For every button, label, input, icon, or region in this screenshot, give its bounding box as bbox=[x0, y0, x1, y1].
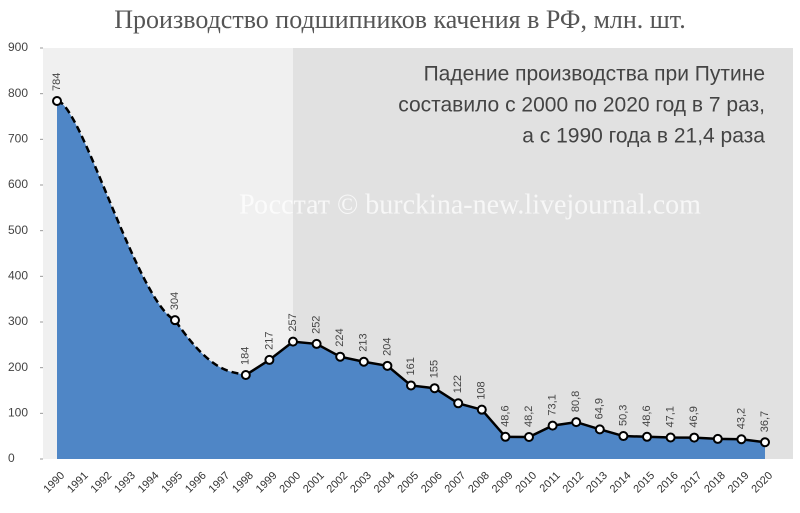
y-tick-label: 200 bbox=[8, 360, 28, 374]
data-label: 43,2 bbox=[735, 408, 747, 429]
data-label: 304 bbox=[169, 292, 181, 310]
marker bbox=[288, 336, 298, 347]
x-tick-label: 2009 bbox=[490, 470, 516, 496]
x-tick-label: 2012 bbox=[561, 470, 587, 496]
x-tick-label: 2010 bbox=[513, 470, 539, 496]
x-tick-label: 2005 bbox=[395, 470, 421, 496]
data-label: 252 bbox=[311, 316, 323, 334]
data-label: 50,3 bbox=[617, 405, 629, 426]
chart-title: Производство подшипников качения в РФ, м… bbox=[114, 5, 685, 34]
marker bbox=[665, 432, 676, 443]
x-tick-label: 2003 bbox=[348, 470, 374, 496]
x-tick-label: 1994 bbox=[136, 470, 162, 496]
marker bbox=[712, 433, 723, 444]
data-label: 161 bbox=[405, 357, 417, 375]
y-tick-label: 0 bbox=[8, 451, 15, 465]
marker bbox=[453, 398, 464, 409]
x-tick-label: 1999 bbox=[254, 470, 280, 496]
x-tick-label: 2006 bbox=[419, 470, 445, 496]
x-tick-label: 2008 bbox=[466, 470, 492, 496]
annotation: составило с 2000 по 2020 год в 7 раз, bbox=[398, 94, 765, 117]
marker bbox=[689, 432, 700, 443]
x-tick-label: 2016 bbox=[655, 470, 681, 496]
marker bbox=[311, 338, 322, 349]
y-tick-label: 700 bbox=[8, 132, 28, 146]
x-tick-label: 2017 bbox=[679, 470, 705, 496]
data-label: 80,8 bbox=[570, 391, 582, 412]
x-tick-label: 2011 bbox=[538, 470, 563, 495]
marker bbox=[240, 369, 251, 380]
marker bbox=[406, 380, 416, 391]
x-tick-label: 1990 bbox=[41, 470, 67, 496]
data-label: 48,2 bbox=[523, 406, 535, 427]
data-label: 64,9 bbox=[594, 398, 606, 419]
marker bbox=[736, 434, 747, 445]
marker bbox=[760, 437, 770, 448]
data-label: 47,1 bbox=[665, 406, 677, 427]
y-tick-label: 800 bbox=[8, 86, 28, 100]
dashed-line bbox=[56, 99, 247, 377]
data-label: 122 bbox=[452, 375, 464, 393]
x-tick-label: 2019 bbox=[726, 470, 752, 496]
marker bbox=[335, 351, 346, 362]
marker bbox=[358, 356, 369, 367]
data-label: 36,7 bbox=[759, 411, 771, 432]
marker bbox=[382, 360, 393, 371]
data-label: 48,6 bbox=[641, 405, 653, 426]
x-tick-label: 2001 bbox=[301, 470, 327, 496]
x-tick-label: 2004 bbox=[372, 470, 398, 496]
x-tick-label: 1995 bbox=[159, 470, 185, 496]
x-tick-label: 1997 bbox=[207, 470, 233, 496]
y-tick-label: 600 bbox=[8, 177, 28, 191]
data-label: 204 bbox=[381, 337, 393, 355]
data-label: 224 bbox=[334, 328, 346, 346]
marker bbox=[547, 420, 558, 431]
marker bbox=[642, 431, 652, 442]
data-label: 257 bbox=[287, 313, 299, 331]
marker bbox=[264, 354, 275, 365]
x-tick-label: 1998 bbox=[230, 470, 256, 496]
x-tick-label: 2007 bbox=[443, 470, 469, 496]
data-label: 213 bbox=[358, 333, 370, 351]
marker bbox=[429, 383, 440, 394]
x-tick-label: 2002 bbox=[325, 470, 351, 496]
marker bbox=[170, 315, 180, 326]
data-label: 108 bbox=[476, 381, 488, 399]
data-label: 46,9 bbox=[688, 406, 700, 427]
marker bbox=[618, 431, 629, 442]
x-tick-label: 2020 bbox=[749, 470, 775, 496]
y-tick-label: 100 bbox=[8, 406, 28, 420]
marker bbox=[594, 424, 605, 435]
marker bbox=[52, 95, 62, 106]
marker bbox=[500, 431, 511, 442]
y-tick-label: 900 bbox=[8, 40, 28, 54]
y-tick-label: 500 bbox=[8, 223, 28, 237]
data-label: 48,6 bbox=[499, 405, 511, 426]
data-label: 217 bbox=[263, 332, 275, 350]
data-label: 184 bbox=[240, 347, 252, 365]
x-tick-label: 1993 bbox=[112, 470, 138, 496]
marker bbox=[476, 404, 487, 415]
data-label: 784 bbox=[51, 73, 63, 91]
x-tick-label: 2013 bbox=[584, 470, 610, 496]
marker bbox=[571, 417, 582, 428]
annotation: Падение производства при Путине bbox=[424, 63, 765, 86]
y-tick-label: 300 bbox=[8, 314, 28, 328]
annotation: а с 1990 года в 21,4 раза bbox=[522, 125, 765, 148]
data-label: 155 bbox=[429, 360, 441, 378]
watermark: Росстат © burckina-new.livejournal.com bbox=[239, 189, 701, 220]
x-tick-label: 1992 bbox=[89, 470, 115, 496]
x-tick-label: 1991 bbox=[65, 470, 91, 496]
x-tick-label: 2018 bbox=[702, 470, 728, 496]
x-tick-label: 2015 bbox=[631, 470, 657, 496]
data-label: 73,1 bbox=[547, 394, 559, 415]
marker bbox=[524, 431, 534, 442]
x-tick-label: 2014 bbox=[608, 470, 634, 496]
x-tick-label: 1996 bbox=[183, 470, 209, 496]
y-tick-label: 400 bbox=[8, 269, 28, 283]
x-tick-label: 2000 bbox=[277, 470, 303, 496]
